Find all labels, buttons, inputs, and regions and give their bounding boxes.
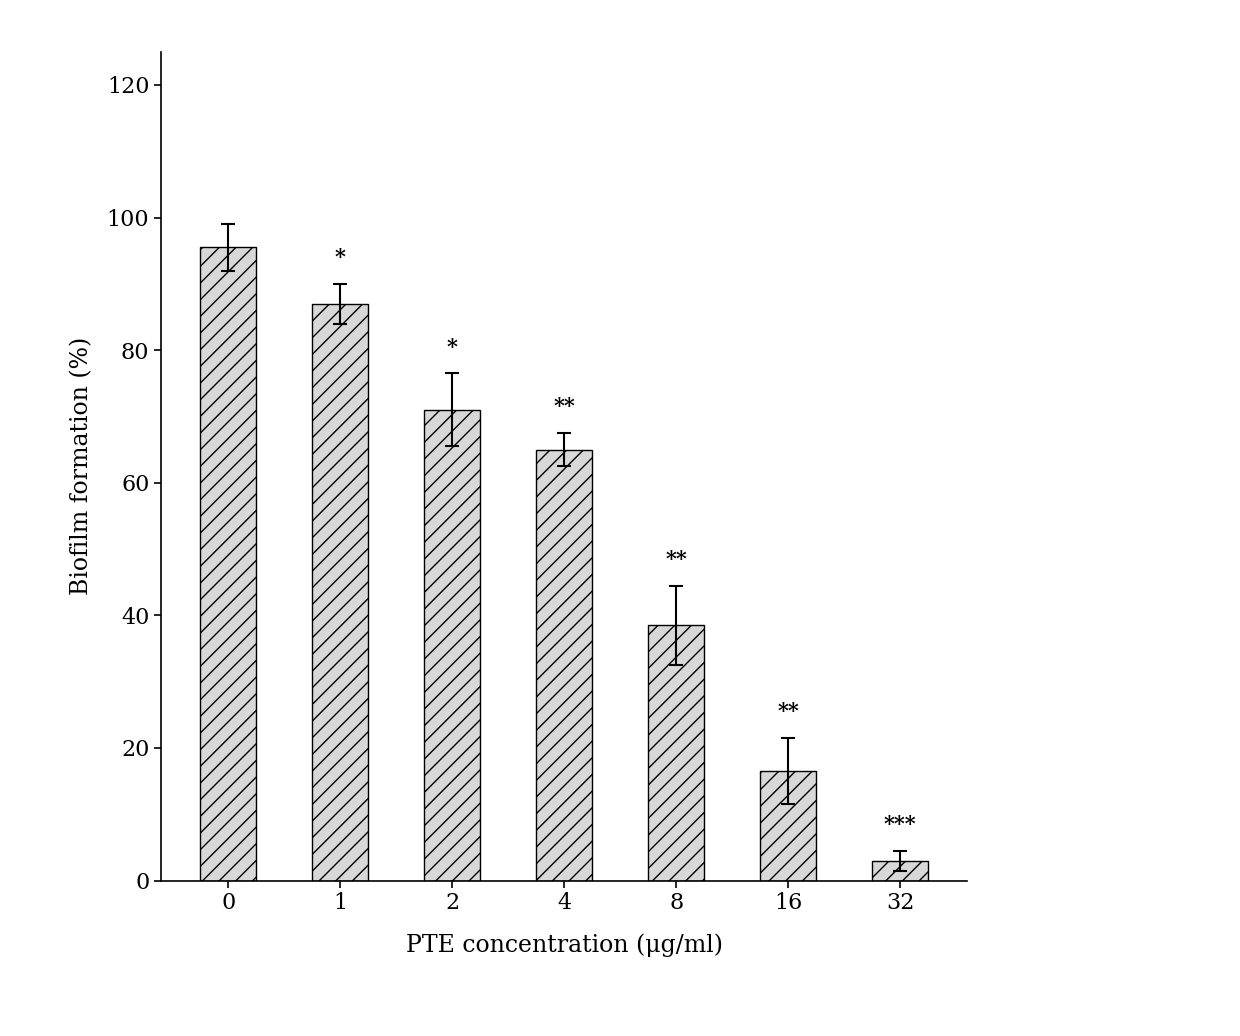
Text: ***: *** <box>884 814 916 834</box>
Bar <box>312 304 368 881</box>
Bar <box>536 450 593 881</box>
Text: **: ** <box>666 549 687 569</box>
Text: **: ** <box>777 701 799 721</box>
Bar <box>424 410 480 881</box>
X-axis label: PTE concentration (μg/ml): PTE concentration (μg/ml) <box>405 933 723 957</box>
Bar <box>201 248 257 881</box>
Bar <box>649 626 704 881</box>
Bar <box>760 771 816 881</box>
Y-axis label: Biofilm formation (%): Biofilm formation (%) <box>69 337 93 596</box>
Text: *: * <box>446 337 458 356</box>
Bar <box>872 861 928 881</box>
Text: *: * <box>335 248 346 267</box>
Text: **: ** <box>553 397 575 416</box>
